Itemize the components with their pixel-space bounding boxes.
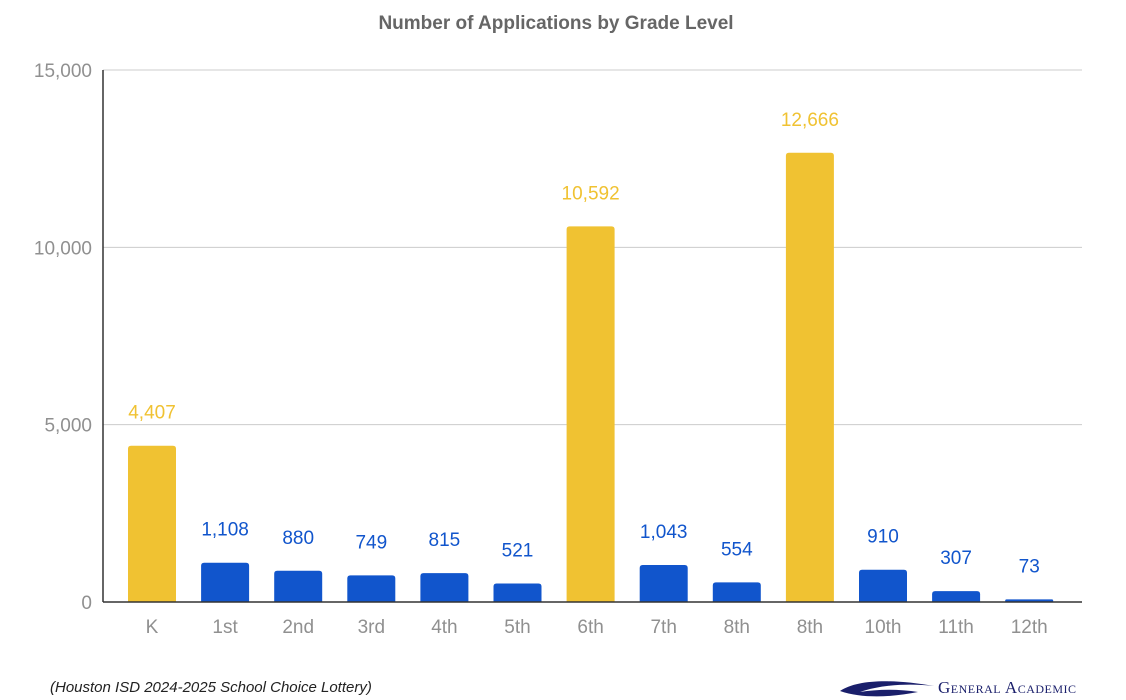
data-label-10th: 910: [867, 527, 899, 548]
data-label-7th: 1,043: [640, 522, 688, 543]
data-label-8th: 554: [721, 539, 753, 560]
y-tick-label: 5,000: [44, 416, 92, 437]
y-tick-label: 0: [81, 593, 92, 614]
x-tick-label-5th: 5th: [504, 617, 530, 638]
bar-3rd: [347, 575, 396, 602]
brand-logo: General Academic: [838, 676, 1077, 700]
bar-K: [128, 445, 176, 602]
x-tick-label-8th: 8th: [797, 617, 823, 638]
y-tick-label: 15,000: [34, 61, 92, 82]
data-label-3rd: 749: [355, 532, 387, 553]
data-label-K: 4,407: [128, 403, 176, 424]
data-label-8th: 12,666: [781, 110, 839, 131]
x-tick-label-6th: 6th: [577, 617, 603, 638]
x-tick-label-K: K: [146, 617, 159, 638]
y-tick-label: 10,000: [34, 238, 92, 259]
x-tick-label-12th: 12th: [1011, 617, 1048, 638]
bar-4th: [420, 573, 469, 602]
bar-10th: [859, 569, 907, 602]
x-tick-label-10th: 10th: [865, 617, 902, 638]
data-label-2nd: 880: [282, 528, 314, 549]
x-tick-label-3rd: 3rd: [358, 617, 385, 638]
brand-logo-text: General Academic: [938, 678, 1077, 697]
bar-7th: [639, 565, 688, 602]
data-label-6th: 10,592: [562, 183, 620, 204]
data-label-4th: 815: [429, 530, 461, 551]
x-tick-label-4th: 4th: [431, 617, 457, 638]
bar-1st: [201, 562, 250, 602]
x-tick-label-1st: 1st: [212, 617, 238, 638]
data-label-12th: 73: [1019, 556, 1040, 577]
x-tick-label-11th: 11th: [938, 617, 974, 638]
bars: [128, 152, 1054, 602]
chart-title: Number of Applications by Grade Level: [378, 13, 733, 34]
bar-5th: [493, 583, 542, 602]
x-axis-ticks: K 1st 2nd 3rd 4th 5th 6th 7th 8th 8th 10th 11th 12th: [146, 617, 1048, 638]
data-label-11th: 307: [940, 548, 972, 569]
bar-6th: [566, 226, 615, 602]
x-tick-label-2nd: 2nd: [282, 617, 314, 638]
bar-11th: [932, 591, 981, 602]
source-note: (Houston ISD 2024-2025 School Choice Lot…: [50, 679, 372, 696]
data-labels: 4,407 1,108 880 749 815 521 10,592 1,043 554 12,6…: [128, 110, 1040, 578]
brand-swoosh-icon: [840, 681, 934, 697]
x-tick-label-8th: 8th: [724, 617, 750, 638]
bar-2nd: [274, 570, 323, 602]
y-axis-ticks: 0 5,000 10,000 15,000: [34, 61, 92, 614]
x-tick-label-7th: 7th: [650, 617, 676, 638]
bar-8th: [712, 582, 761, 602]
bar-8th: [785, 152, 834, 602]
data-label-5th: 521: [502, 541, 534, 562]
data-label-1st: 1,108: [201, 520, 249, 541]
